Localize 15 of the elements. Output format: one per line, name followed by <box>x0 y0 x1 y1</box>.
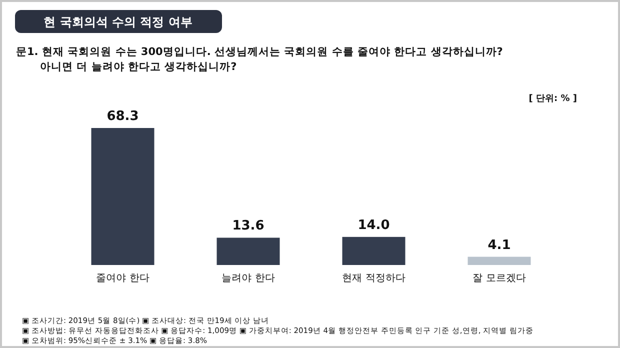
bar <box>91 128 154 265</box>
chart-subtitle: 문1. 현재 국회의원 수는 300명입니다. 선생님께서는 국회의원 수를 줄여야 한다고 생각하십니까? 아니면 더 늘려야 한다고 생각하십니까? <box>16 46 503 73</box>
x-tick-label: 현재 적정하다 <box>342 273 406 284</box>
y-axis-title: [ 단위: % ] <box>528 94 577 104</box>
chart-title: 현 국회의석 수의 적정 여부 <box>44 15 192 29</box>
data-label: 68.3 <box>106 109 139 124</box>
bar <box>216 238 280 265</box>
x-tick-label: 늘려야 한다 <box>222 273 275 284</box>
data-label: 4.1 <box>488 238 511 253</box>
bar <box>468 256 531 265</box>
data-label: 13.6 <box>232 218 264 234</box>
bar <box>342 236 406 265</box>
data-label: 14.0 <box>358 218 390 233</box>
x-tick-label: 잘 모르겠다 <box>472 273 526 284</box>
x-tick-label: 줄여야 한다 <box>96 273 150 284</box>
